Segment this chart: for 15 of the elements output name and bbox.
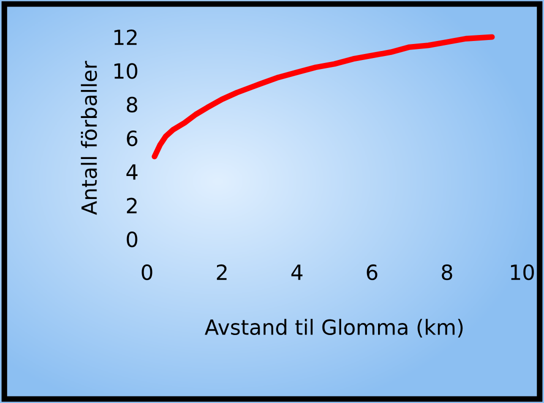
x-tick-label: 2 — [216, 264, 227, 280]
y-tick-label: 0 — [126, 231, 138, 248]
x-axis-title: Avstand til Glomma (km) — [204, 318, 463, 338]
x-tick-label: 6 — [366, 264, 378, 280]
x-tick-label: 8 — [442, 264, 452, 280]
x-tick-label: 10 — [511, 264, 534, 280]
y-tick-label: 4 — [126, 164, 138, 180]
y-tick-label: 8 — [126, 96, 138, 113]
y-tick-label: 12 — [114, 29, 137, 45]
y-tick-label: 6 — [126, 130, 138, 146]
y-tick-label: 2 — [126, 198, 137, 214]
x-tick-label: 4 — [291, 264, 302, 280]
x-tick-label: 0 — [142, 264, 152, 280]
y-axis-title: Antall förballer — [80, 60, 98, 215]
y-tick-label: 10 — [114, 63, 138, 79]
